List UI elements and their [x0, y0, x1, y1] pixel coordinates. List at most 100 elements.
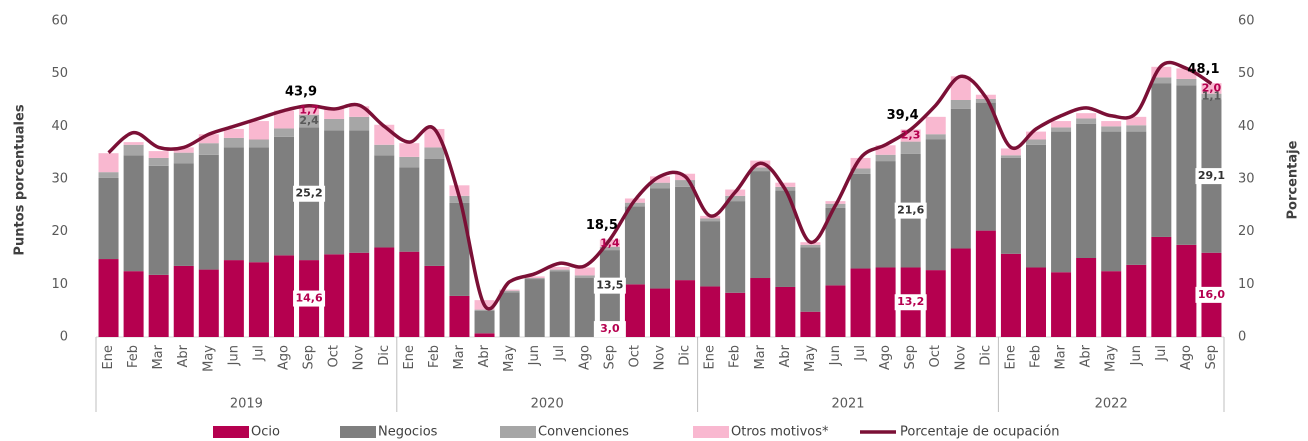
bar-segment [1126, 131, 1147, 265]
bar-segment [374, 144, 395, 156]
bar-segment [1000, 157, 1021, 254]
bar-value-label: 3,0 [600, 322, 620, 335]
bar-segment [248, 262, 269, 337]
x-tick-label: Jun [527, 345, 542, 366]
bar-segment [850, 157, 871, 169]
group-label: 2021 [831, 397, 864, 412]
bar-segment [950, 108, 971, 249]
bar-segment [374, 155, 395, 248]
bar-segment [975, 230, 996, 337]
bar-segment [524, 279, 545, 337]
bar-segment [198, 134, 219, 144]
group-label: 2020 [531, 397, 564, 412]
bar-segment [1026, 131, 1046, 140]
x-tick-label: Abr [176, 344, 191, 367]
bar-segment [198, 269, 219, 337]
bar-segment [975, 98, 996, 103]
bar-segment [1151, 236, 1172, 337]
bar-segment [198, 143, 219, 155]
legend-swatch [500, 426, 536, 438]
x-tick-label: Sep [1204, 345, 1219, 370]
bar-segment [1051, 272, 1072, 337]
bar-segment [424, 158, 445, 266]
y2-tick-label: 30 [1238, 172, 1255, 187]
bar-segment [950, 76, 971, 100]
bar-segment [850, 268, 871, 337]
legend-swatch [693, 426, 729, 438]
x-tick-label: Mar [1054, 344, 1069, 369]
bar-segment [198, 154, 219, 270]
x-tick-label: Nov [653, 345, 668, 371]
bar-segment [800, 244, 821, 248]
bar-segment [675, 186, 696, 281]
y-tick-label: 10 [51, 277, 68, 292]
bar-segment [1026, 144, 1046, 268]
bar-segment [98, 172, 119, 178]
bar-segment [274, 136, 294, 256]
x-tick-label: Mar [753, 344, 768, 369]
legend-swatch [213, 426, 249, 438]
bar-segment [98, 259, 119, 337]
x-tick-label: Sep [903, 345, 918, 370]
bar-segment [650, 188, 670, 289]
bar-segment [599, 239, 620, 247]
bar-segment [950, 248, 971, 337]
label-box [293, 290, 326, 307]
bar-segment [875, 145, 896, 155]
bar-segment [449, 202, 470, 296]
bar-segment [975, 102, 996, 231]
bar-segment [574, 267, 595, 276]
bar-segment [549, 266, 570, 270]
bar-segment [349, 106, 370, 117]
label-box [894, 202, 927, 219]
bar-segment [1000, 155, 1021, 158]
x-tick-label: Feb [1029, 345, 1044, 368]
bar-segment [1051, 127, 1072, 132]
bar-segment [1101, 126, 1122, 132]
label-box [593, 321, 626, 338]
x-tick-label: Ago [577, 345, 592, 370]
bar-segment [1026, 267, 1046, 337]
bar-segment [1176, 78, 1197, 86]
bar-segment [223, 137, 244, 148]
bar-value-label: 1,7 [299, 103, 319, 116]
bar-segment [624, 202, 645, 207]
bar-segment [248, 121, 269, 140]
bar-segment [324, 130, 345, 255]
x-tick-label: Abr [477, 344, 492, 367]
bar-value-label: 2,4 [299, 114, 319, 127]
y-tick-label: 0 [60, 330, 68, 345]
x-tick-label: Jul [1154, 345, 1169, 362]
bar-segment [474, 333, 495, 337]
x-tick-label: May [502, 345, 517, 372]
bar-segment [1201, 83, 1222, 94]
bar-segment [424, 147, 445, 159]
x-tick-label: Nov [953, 345, 968, 371]
y-tick-label: 40 [51, 119, 68, 134]
bar-segment [1101, 121, 1122, 127]
bar-segment [700, 221, 721, 287]
x-tick-label: Ene [703, 345, 718, 369]
bar-segment [1051, 131, 1072, 273]
bar-segment [599, 246, 620, 251]
bar-segment [324, 118, 345, 131]
x-tick-label: Dic [377, 345, 392, 366]
bar-value-label: 14,6 [295, 292, 322, 305]
bar-segment [148, 151, 169, 158]
bar-segment [1126, 125, 1147, 132]
bar-segment [524, 276, 545, 279]
bar-segment [399, 143, 420, 157]
bar-segment [173, 163, 194, 266]
y2-tick-label: 10 [1238, 277, 1255, 292]
legend-label: Porcentaje de ocupación [900, 425, 1059, 440]
bar-segment [349, 252, 370, 337]
bar-segment [925, 134, 946, 140]
y2-tick-label: 40 [1238, 119, 1255, 134]
label-box [1195, 168, 1228, 185]
bar-segment [148, 165, 169, 275]
x-tick-label: Feb [728, 345, 743, 368]
x-tick-label: Feb [126, 345, 141, 368]
legend-swatch [340, 426, 376, 438]
bar-segment [725, 195, 746, 202]
bar-segment [173, 265, 194, 337]
